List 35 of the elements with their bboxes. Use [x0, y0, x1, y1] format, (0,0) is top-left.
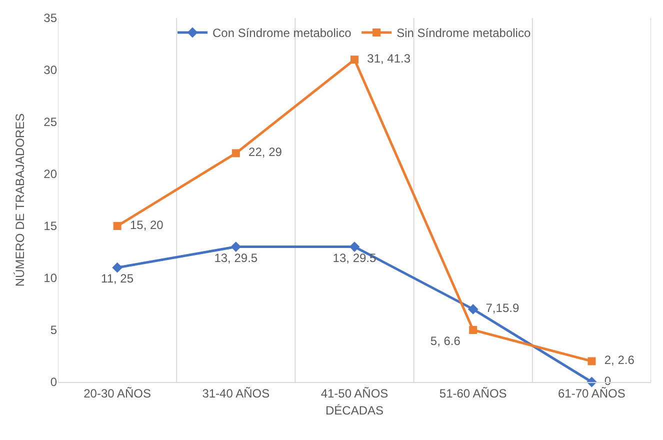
data-label: 31, 41.3	[360, 52, 418, 66]
x-tick-label: 51-60 AÑOS	[439, 386, 507, 400]
legend-label: Con Síndrome metabolico	[212, 26, 352, 40]
point	[349, 242, 360, 252]
point	[468, 304, 478, 314]
y-tick-label: 10	[44, 271, 58, 286]
x-tick-label: 31-40 AÑOS	[202, 386, 270, 400]
point	[469, 326, 478, 334]
data-label: 15, 20	[123, 218, 170, 232]
legend-label: Sin Síndrome metabolico	[396, 26, 531, 40]
x-axis-title: DÉCADAS	[325, 403, 384, 418]
point	[588, 357, 596, 366]
data-label: 11, 25	[94, 272, 140, 286]
data-label: 22, 29	[242, 145, 289, 160]
data-label: 7,15.9	[479, 301, 526, 316]
y-tick-label: 30	[44, 63, 58, 78]
x-tick-label: 20-30 AÑOS	[84, 386, 151, 400]
y-tick-label: 25	[44, 115, 58, 130]
y-tick-label: 15	[44, 219, 58, 234]
y-tick-label: 5	[50, 323, 58, 338]
point	[350, 56, 358, 64]
point	[113, 222, 122, 230]
y-tick-label: 35	[44, 11, 58, 26]
point	[230, 242, 242, 252]
data-label: 13, 29.5	[208, 250, 264, 265]
point	[232, 149, 240, 158]
point	[112, 262, 122, 273]
x-tick-label: 41-50 AÑOS	[320, 386, 388, 400]
y-tick-label: 20	[44, 167, 58, 182]
y-axis-title: NÚMERO DE TRABAJADORES	[13, 113, 27, 287]
data-label: 2, 2.6	[598, 353, 642, 368]
x-tick-label: 61-70 AÑOS	[558, 386, 626, 400]
y-tick-label: 0	[50, 375, 58, 390]
data-label: 5, 6.6	[424, 334, 468, 348]
data-label: 13, 29.5	[326, 250, 383, 265]
